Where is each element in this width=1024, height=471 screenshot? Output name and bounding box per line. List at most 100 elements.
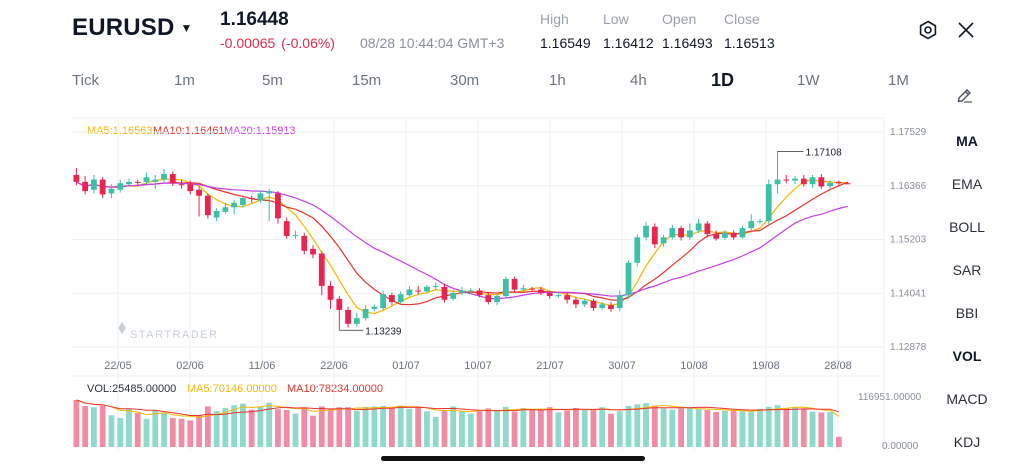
candle-body (441, 286, 448, 300)
candles (73, 151, 851, 331)
watermark-text: STARTRADER (130, 329, 219, 341)
indicator-ma[interactable]: MA (956, 133, 978, 149)
candle-body (686, 230, 693, 238)
legend-vol: VOL:25485.00000 (87, 383, 177, 395)
candle-body (520, 288, 527, 290)
candle-body (310, 248, 316, 255)
candle-body (555, 295, 562, 297)
volume-bar (634, 404, 641, 447)
volume-bar (336, 407, 343, 447)
tab-1h[interactable]: 1h (549, 72, 566, 89)
indicator-sar[interactable]: SAR (952, 262, 982, 278)
volume-bar (459, 411, 465, 447)
volume-bar (257, 406, 264, 447)
candle-body (397, 294, 404, 303)
volume-bar (467, 413, 474, 447)
volume-bar (318, 406, 325, 447)
candle-body (117, 183, 124, 190)
candle-body (835, 181, 842, 184)
volume-bar (117, 418, 124, 447)
candle-body (529, 288, 536, 290)
tab-1m[interactable]: 1m (174, 72, 195, 89)
candle-body (792, 178, 798, 181)
candle-body (283, 221, 290, 236)
tab-1d[interactable]: 1D (711, 70, 735, 90)
volume-bar (643, 403, 649, 447)
volume-ma5-line (76, 399, 840, 418)
draw-tool-icon[interactable] (955, 84, 977, 106)
candle-body (432, 285, 439, 287)
volume-bar (380, 406, 387, 447)
chart-grid (72, 117, 885, 452)
volume-bar (73, 400, 80, 447)
indicator-bbi[interactable]: BBI (955, 305, 979, 321)
candle-body (511, 278, 518, 290)
indicator-vol[interactable]: VOL (952, 348, 982, 364)
legend-vol-ma10: MA10:78234.00000 (287, 383, 384, 395)
open-value: 1.16493 (662, 35, 713, 51)
candle-body (634, 237, 641, 263)
candle-body (827, 182, 833, 187)
tab-1w[interactable]: 1W (797, 72, 820, 89)
tab-30m[interactable]: 30m (450, 72, 480, 89)
volume-bar (546, 407, 553, 447)
candle-body (695, 223, 702, 231)
volume-bar (345, 407, 351, 447)
candle-body (353, 318, 360, 324)
volume-bar (126, 408, 132, 447)
volume-bar (353, 410, 360, 447)
volume-bar (520, 408, 527, 447)
candle-body (143, 177, 150, 182)
time-tick-label: 22/06 (320, 360, 348, 372)
volume-bar (792, 407, 798, 447)
volume-bar (511, 411, 518, 447)
candle-body (257, 193, 264, 201)
legend-ma5: MA5:1.16563 (87, 125, 153, 137)
volume-bar (669, 409, 676, 447)
candle-body (581, 300, 588, 305)
low-label: Low (603, 11, 629, 27)
high-value: 1.16549 (540, 35, 591, 51)
candle-body (196, 189, 202, 196)
candle-body (336, 298, 343, 310)
time-tick-label: 21/07 (536, 360, 564, 372)
volume-bar (827, 412, 833, 447)
indicator-boll[interactable]: BOLL (949, 219, 985, 235)
symbol-selector[interactable]: EURUSD ▼ (72, 14, 193, 42)
volume-bar (169, 418, 176, 447)
volume-ma-lines (76, 399, 840, 418)
volume-bar (310, 415, 316, 447)
symbol-name: EURUSD (72, 14, 175, 41)
candle-body (616, 295, 623, 309)
settings-icon[interactable] (916, 18, 940, 42)
volume-bar (327, 408, 334, 447)
close-icon[interactable] (954, 18, 978, 42)
tab-15m[interactable]: 15m (352, 72, 382, 89)
volume-bar (537, 409, 544, 447)
tab-tick[interactable]: Tick (72, 72, 99, 89)
volume-bar (573, 408, 579, 447)
time-tick-label: 02/06 (176, 360, 204, 372)
indicator-ema[interactable]: EMA (951, 176, 983, 192)
volume-bar (432, 416, 439, 447)
candle-body (459, 290, 465, 293)
volume-bar (152, 410, 159, 447)
indicator-kdj[interactable]: KDJ (953, 434, 981, 450)
tab-5m[interactable]: 5m (262, 72, 283, 89)
price-tick-label: 1.16366 (890, 181, 927, 192)
volume-bar (765, 406, 772, 447)
price-tick-label: 1.14041 (890, 288, 927, 299)
time-tick-label: 10/07 (464, 360, 492, 372)
open-label: Open (662, 11, 697, 27)
indicator-macd[interactable]: MACD (946, 391, 988, 407)
tab-4h[interactable]: 4h (630, 72, 647, 89)
tab-1M[interactable]: 1M (888, 72, 909, 89)
candle-body (248, 198, 255, 200)
candle-body (809, 177, 816, 185)
candle-body (704, 223, 711, 235)
candle-body (800, 178, 807, 185)
volume-bar (625, 406, 632, 447)
price-tick-label: 1.12878 (890, 342, 927, 353)
candle-body (275, 193, 281, 219)
